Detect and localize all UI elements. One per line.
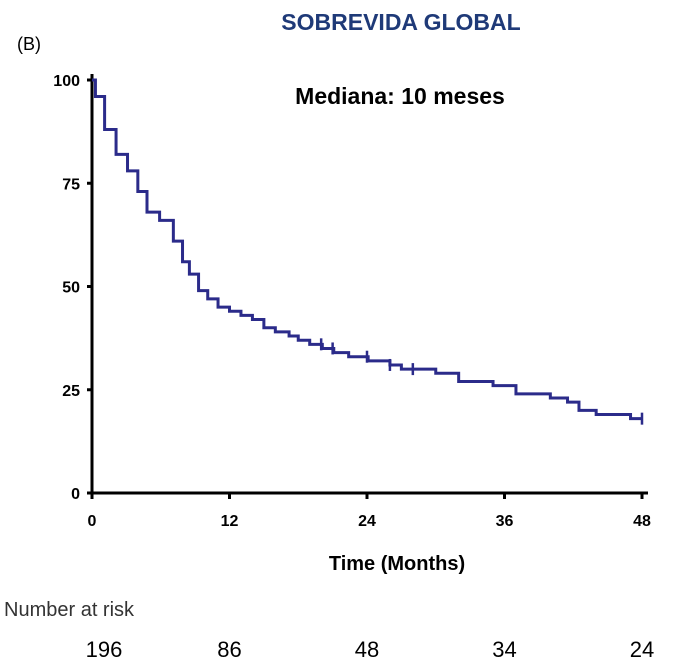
y-tick-label: 100 xyxy=(53,73,80,90)
x-tick-label: 12 xyxy=(221,513,239,530)
survival-curve xyxy=(92,78,642,421)
risk-table-value: 48 xyxy=(355,637,379,662)
risk-table-value: 34 xyxy=(492,637,516,662)
axes xyxy=(90,74,648,495)
x-tick-label: 24 xyxy=(358,513,376,530)
risk-table-value: 24 xyxy=(630,637,654,662)
risk-table-value: 196 xyxy=(86,637,123,662)
x-tick-label: 0 xyxy=(88,513,97,530)
y-ticks: 0 25 50 75 100 xyxy=(53,73,92,503)
x-tick-label: 48 xyxy=(633,513,651,530)
risk-table-title: Number at risk xyxy=(4,599,135,621)
chart-title: SOBREVIDA GLOBAL xyxy=(281,9,520,35)
y-tick-label: 25 xyxy=(62,383,80,400)
x-ticks: 0 12 24 36 48 xyxy=(88,493,651,530)
x-axis-label: Time (Months) xyxy=(329,553,465,575)
y-tick-label: 0 xyxy=(71,486,80,503)
y-tick-label: 50 xyxy=(62,280,80,297)
median-annotation: Mediana: 10 meses xyxy=(295,83,505,109)
panel-label: (B) xyxy=(17,34,41,54)
x-tick-label: 36 xyxy=(496,513,514,530)
risk-table-values: 196 86 48 34 24 xyxy=(86,637,655,662)
survival-curve-group xyxy=(92,78,644,425)
y-tick-label: 75 xyxy=(62,176,80,193)
risk-table-value: 86 xyxy=(217,637,241,662)
